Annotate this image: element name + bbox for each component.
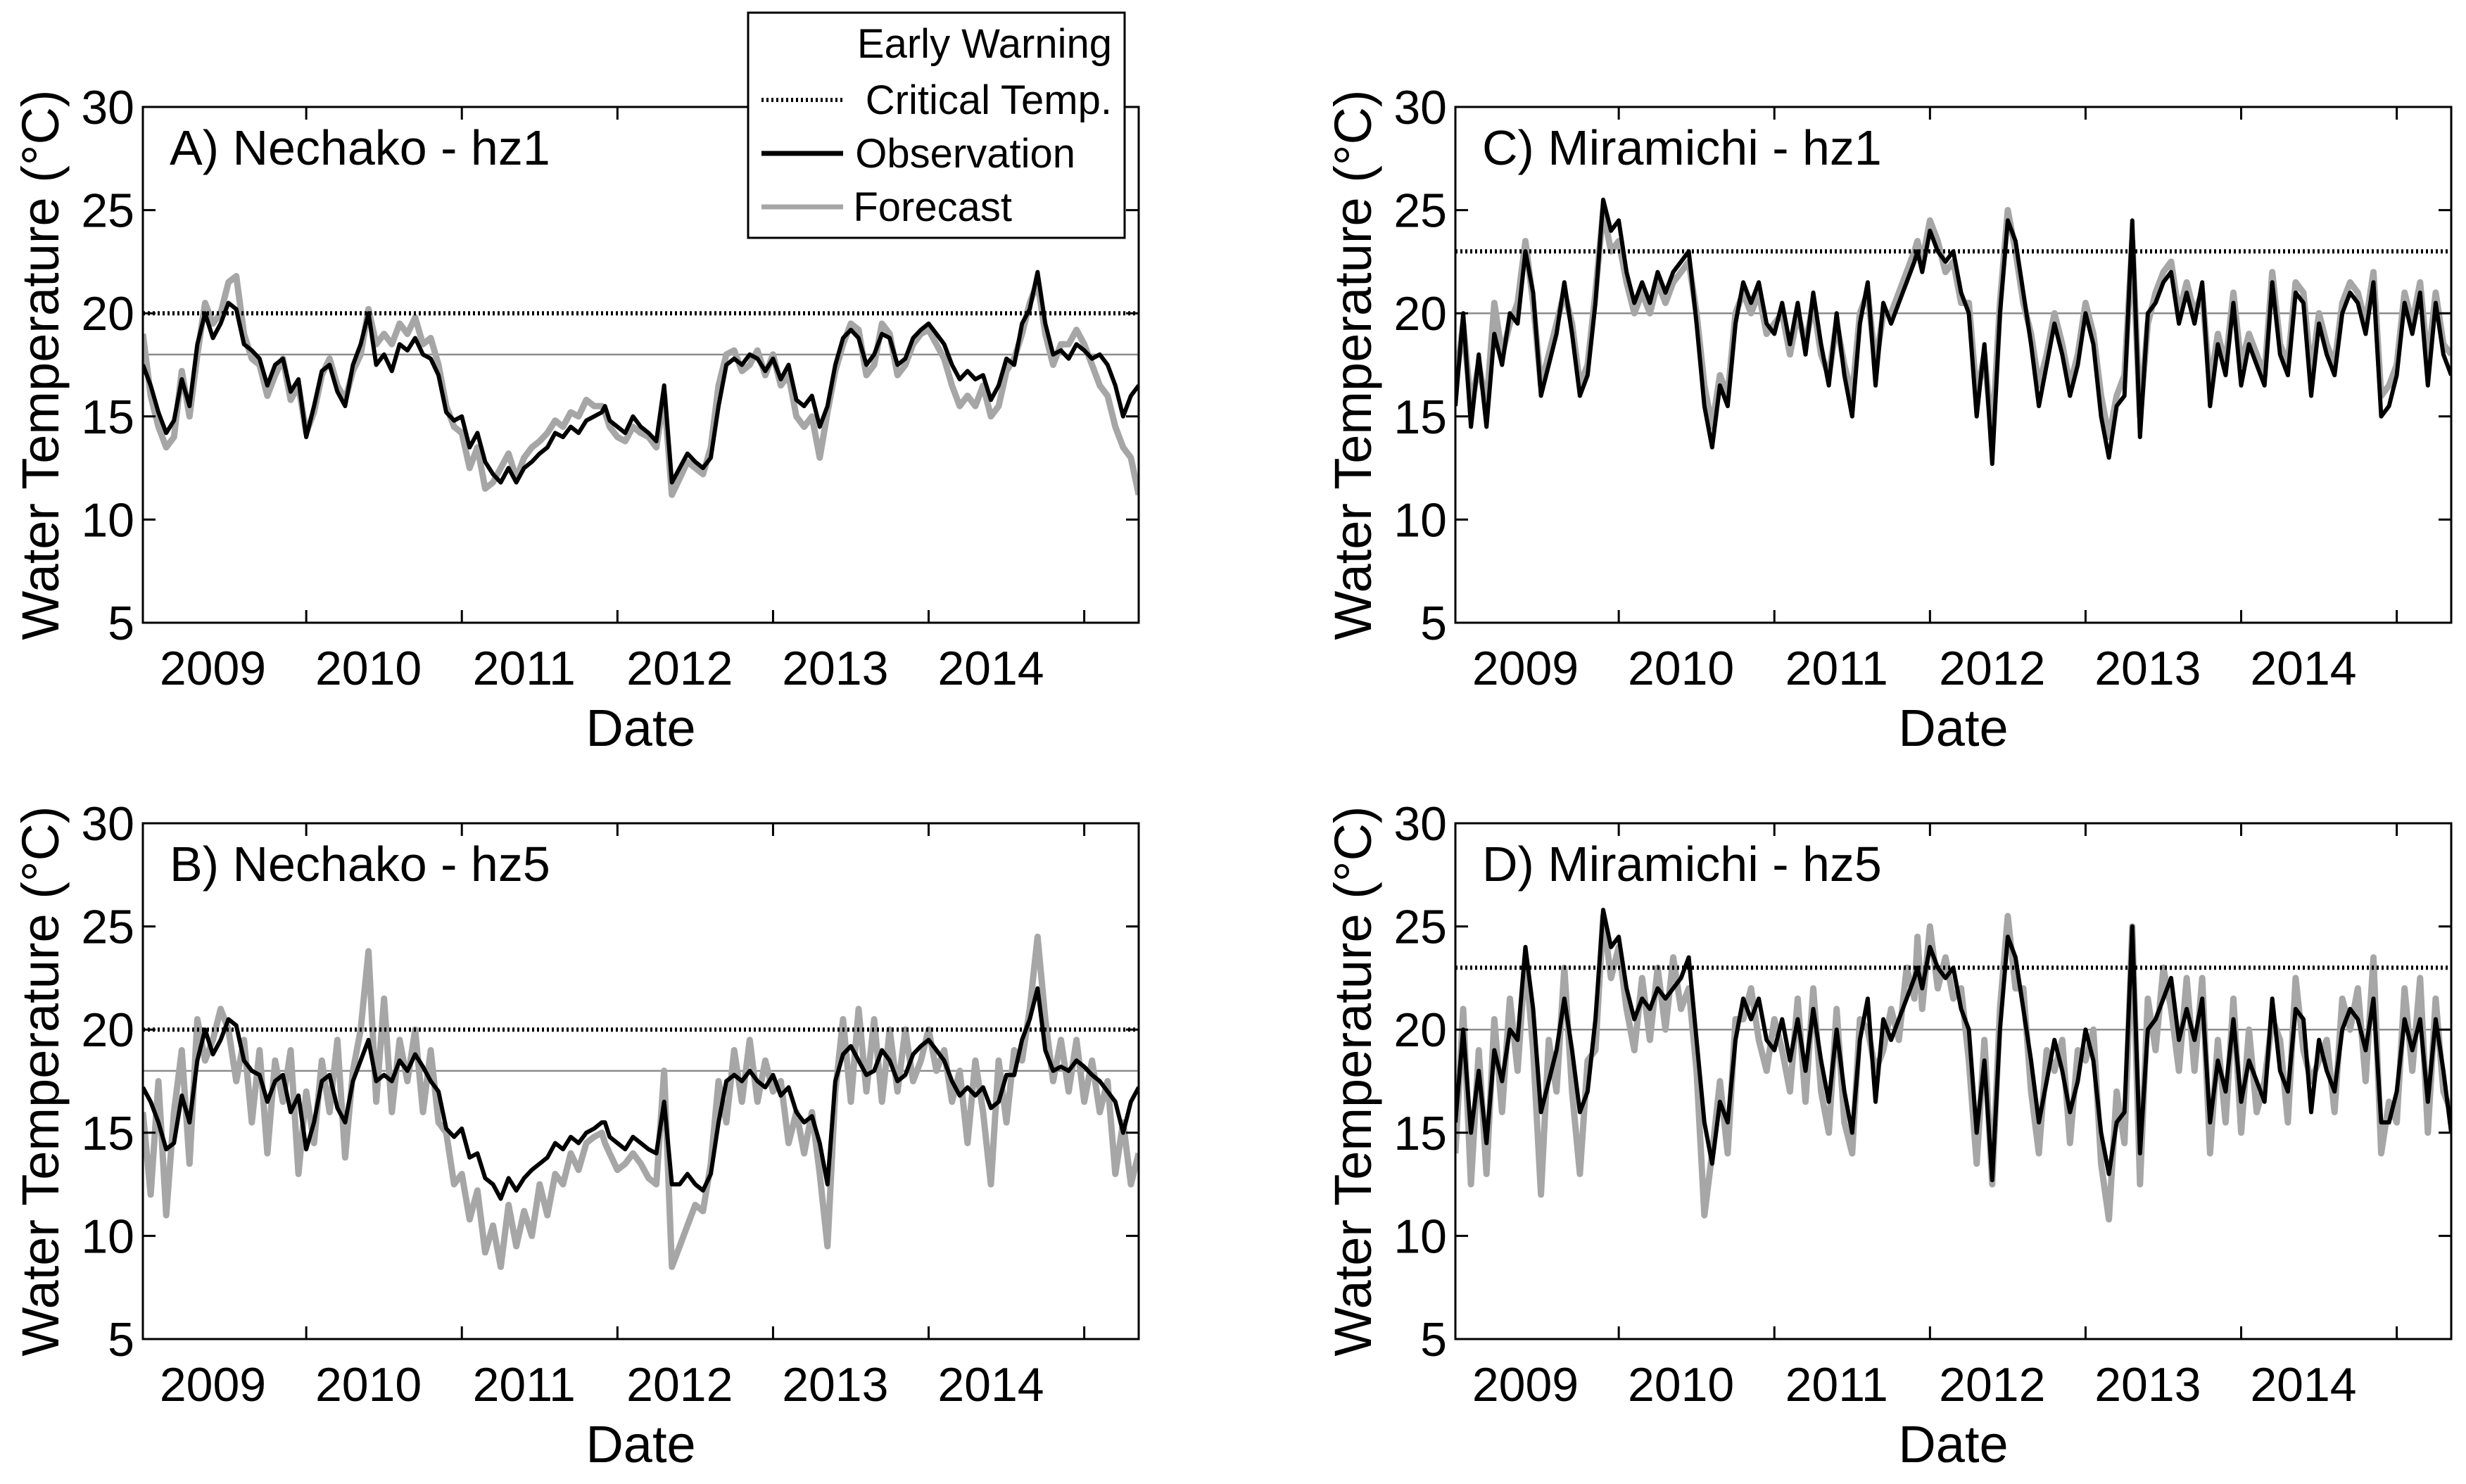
y-tick-label: 5 (1420, 1313, 1447, 1366)
y-tick-label: 25 (81, 901, 134, 954)
legend-box (747, 11, 1126, 239)
x-tick-label: 2009 (160, 642, 266, 695)
x-tick-label: 2010 (1628, 1358, 1734, 1412)
y-tick-label: 5 (108, 1313, 134, 1366)
legend-entry-forecast: Forecast (761, 184, 1012, 230)
y-tick-label: 10 (1393, 1210, 1447, 1263)
legend-entry-early-warning: Early Warning (857, 21, 1112, 67)
legend: Early Warning Critical Temp. Observation… (747, 11, 1126, 239)
x-tick-label: 2013 (2094, 1358, 2201, 1412)
panel-title: C) Miramichi - hz1 (1482, 120, 1882, 175)
plot-frame (1454, 822, 2453, 1340)
x-tick-label: 2012 (1939, 1358, 2045, 1412)
legend-label-early-warning: Early Warning (857, 21, 1112, 67)
observation-series-line (143, 269, 1139, 485)
observation-series-line (1455, 908, 2451, 1183)
forecast-series-line (1455, 207, 2451, 440)
x-tick-label: 2012 (626, 1358, 733, 1412)
x-tick-label: 2014 (2250, 642, 2356, 695)
y-tick-label: 15 (81, 391, 134, 444)
x-tick-label: 2014 (937, 642, 1044, 695)
y-tick-label: 25 (1393, 184, 1447, 238)
y-tick-label: 5 (108, 597, 134, 650)
y-axis-title: Water Temperature (°C) (11, 806, 70, 1356)
x-axis-title: Date (1898, 1415, 2008, 1473)
legend-entry-observation: Observation (761, 131, 1075, 177)
x-tick-label: 2013 (782, 642, 888, 695)
x-tick-label: 2012 (1939, 642, 2045, 695)
y-tick-label: 15 (1393, 391, 1447, 444)
legend-entry-critical-temp: Critical Temp. (761, 77, 1112, 123)
x-tick-label: 2013 (782, 1358, 888, 1412)
x-tick-label: 2011 (473, 642, 576, 695)
x-tick-label: 2014 (937, 1358, 1044, 1412)
y-tick-label: 20 (1393, 287, 1447, 341)
plot-frame (141, 822, 1140, 1340)
legend-label-observation: Observation (855, 131, 1075, 177)
panel-title: B) Nechako - hz5 (170, 837, 550, 892)
forecast-series-line (143, 933, 1139, 1270)
y-tick-label: 10 (81, 493, 134, 547)
y-axis-title: Water Temperature (°C) (1324, 806, 1382, 1356)
y-axis-title: Water Temperature (°C) (1324, 89, 1382, 640)
y-tick-label: 25 (1393, 901, 1447, 954)
x-tick-label: 2014 (2250, 1358, 2356, 1412)
panel-d: 5 10 15 20 25 30 2009 2010 2011 2012 2013 2014 Date W… (1324, 797, 2453, 1473)
y-tick-label: 5 (1420, 597, 1447, 650)
panel-a: 5 10 15 20 25 30 2009 2010 2011 2012 2013 2014 Date W… (11, 81, 1140, 757)
y-axis-title: Water Temperature (°C) (11, 89, 70, 640)
x-tick-label: 2013 (2094, 642, 2201, 695)
x-tick-label: 2011 (473, 1358, 576, 1412)
y-tick-label: 30 (81, 797, 134, 851)
y-tick-label: 20 (81, 287, 134, 341)
legend-label-critical-temp: Critical Temp. (866, 77, 1112, 123)
y-tick-label: 10 (1393, 493, 1447, 547)
x-tick-label: 2009 (160, 1358, 266, 1412)
x-tick-label: 2010 (315, 1358, 422, 1412)
y-tick-label: 30 (1393, 81, 1447, 134)
x-axis-title: Date (586, 1415, 695, 1473)
x-tick-label: 2009 (1472, 642, 1579, 695)
x-tick-label: 2011 (1785, 642, 1888, 695)
plot-frame (1454, 106, 2453, 624)
y-tick-label: 15 (1393, 1107, 1447, 1160)
y-tick-label: 20 (81, 1003, 134, 1057)
x-tick-label: 2010 (1628, 642, 1734, 695)
observation-series-line (1455, 197, 2451, 467)
panel-c: 5 10 15 20 25 30 2009 2010 2011 2012 2013 2014 Date W… (1324, 81, 2453, 757)
y-tick-label: 25 (81, 184, 134, 238)
x-tick-label: 2009 (1472, 1358, 1579, 1412)
x-tick-label: 2010 (315, 642, 422, 695)
y-tick-label: 15 (81, 1107, 134, 1160)
y-tick-label: 10 (81, 1210, 134, 1263)
y-tick-label: 20 (1393, 1003, 1447, 1057)
x-tick-label: 2012 (626, 642, 733, 695)
plot-frame (141, 106, 1140, 624)
observation-series-line (143, 986, 1139, 1201)
y-tick-label: 30 (1393, 797, 1447, 851)
panel-b: 5 10 15 20 25 30 2009 2010 2011 2012 2013 2014 Date W… (11, 797, 1140, 1473)
x-axis-title: Date (586, 699, 695, 757)
panel-title: A) Nechako - hz1 (170, 120, 550, 175)
x-tick-label: 2011 (1785, 1358, 1888, 1412)
legend-label-forecast: Forecast (853, 184, 1012, 230)
panel-title: D) Miramichi - hz5 (1482, 837, 1882, 892)
x-axis-title: Date (1898, 699, 2008, 757)
y-tick-label: 30 (81, 81, 134, 134)
